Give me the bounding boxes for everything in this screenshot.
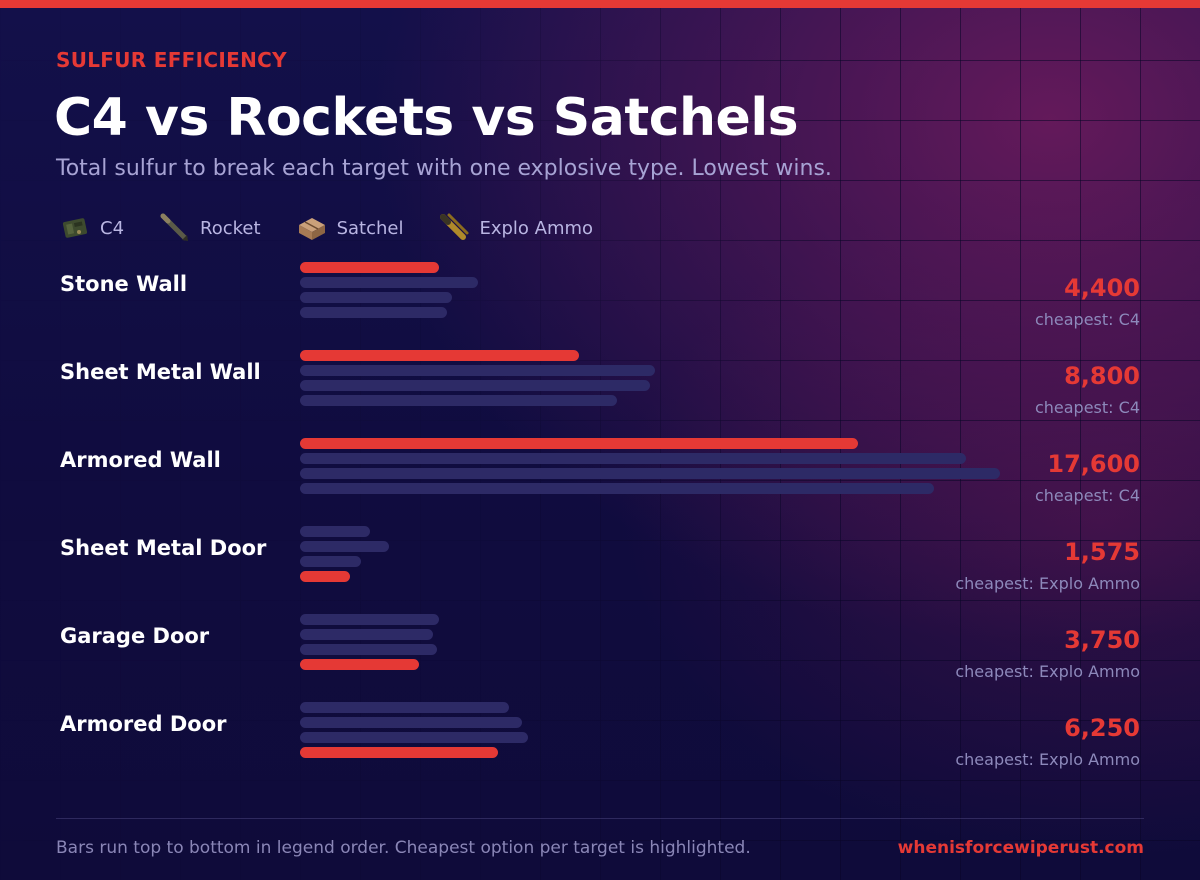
bar-stone-wall-rocket [300,277,478,288]
explo-ammo-icon [440,213,469,240]
target-label-sheet-metal-door: Sheet Metal Door [60,536,267,560]
target-label-stone-wall: Stone Wall [60,272,188,296]
target-label-sheet-metal-wall: Sheet Metal Wall [60,360,261,384]
bar-sheet-metal-door-rocket [300,541,389,552]
legend-item-c4: C4 [58,211,124,245]
bar-garage-door-c4 [300,614,439,625]
footer-site-link[interactable]: whenisforcewiperust.com [897,838,1144,858]
cheapest-value-stone-wall: 4,400 [1064,274,1140,302]
bar-armored-wall-satchel [300,468,1000,479]
cheapest-value-sheet-metal-wall: 8,800 [1064,362,1140,390]
bar-stone-wall-satchel [300,292,452,303]
legend-label-explo-ammo: Explo Ammo [479,217,594,239]
target-label-garage-door: Garage Door [60,624,210,648]
bar-armored-door-rocket [300,717,522,728]
page-title: C4 vs Rockets vs Satchels [54,88,799,148]
bar-armored-door-c4 [300,702,509,713]
page-subtitle: Total sulfur to break each target with o… [56,156,832,181]
cheapest-note-stone-wall: cheapest: C4 [1034,310,1140,329]
cheapest-note-sheet-metal-door: cheapest: Explo Ammo [955,574,1140,593]
bar-armored-wall-c4 [300,438,858,449]
satchel-icon [298,218,325,240]
bar-sheet-metal-wall-explo-ammo [300,395,617,406]
bar-armored-door-explo-ammo [300,747,498,758]
rocket-icon [160,213,189,241]
bar-garage-door-rocket [300,629,433,640]
bar-armored-door-satchel [300,732,528,743]
top-accent-bar [0,0,1200,8]
cheapest-note-armored-wall: cheapest: C4 [1034,486,1140,505]
chart-legend: C4 Rocket Satchel Explo Ammo [58,210,627,246]
target-label-armored-wall: Armored Wall [60,448,221,472]
cheapest-value-armored-wall: 17,600 [1047,450,1140,478]
legend-label-c4: C4 [100,217,125,239]
bar-sheet-metal-wall-c4 [300,350,579,361]
bar-sheet-metal-door-satchel [300,556,361,567]
eyebrow-label: SULFUR EFFICIENCY [56,48,287,72]
legend-item-satchel: Satchel [295,211,404,245]
bar-sheet-metal-door-explo-ammo [300,571,350,582]
cheapest-value-sheet-metal-door: 1,575 [1064,538,1140,566]
bar-armored-wall-rocket [300,453,966,464]
footer-divider [56,818,1144,819]
cheapest-note-garage-door: cheapest: Explo Ammo [955,662,1140,681]
bar-armored-wall-explo-ammo [300,483,934,494]
legend-label-satchel: Satchel [336,217,404,239]
bar-sheet-metal-wall-satchel [300,380,650,391]
cheapest-value-garage-door: 3,750 [1064,626,1140,654]
c4-icon [62,218,88,238]
target-label-armored-door: Armored Door [60,712,227,736]
footer-note: Bars run top to bottom in legend order. … [56,838,751,858]
bar-garage-door-explo-ammo [300,659,419,670]
bar-sheet-metal-wall-rocket [300,365,655,376]
cheapest-note-sheet-metal-wall: cheapest: C4 [1034,398,1140,417]
legend-item-explo-ammo: Explo Ammo [437,211,593,245]
bar-stone-wall-c4 [300,262,439,273]
legend-label-rocket: Rocket [200,217,261,239]
bar-sheet-metal-door-c4 [300,526,370,537]
bar-stone-wall-explo-ammo [300,307,447,318]
cheapest-value-armored-door: 6,250 [1064,714,1140,742]
legend-item-rocket: Rocket [158,211,261,245]
cheapest-note-armored-door: cheapest: Explo Ammo [955,750,1140,769]
bar-garage-door-satchel [300,644,437,655]
